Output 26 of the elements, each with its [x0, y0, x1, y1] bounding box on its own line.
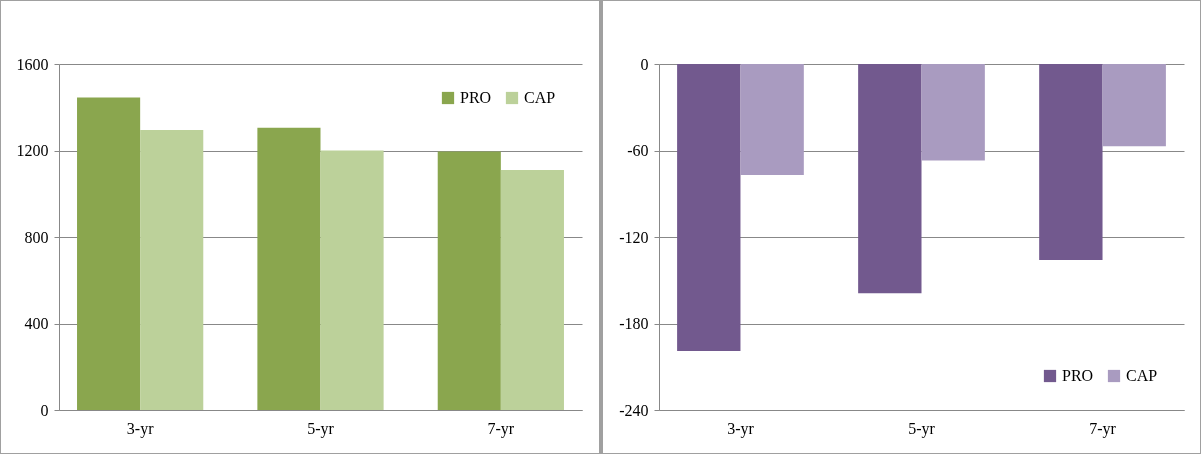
x-tick-label: 3-yr [727, 419, 755, 438]
y-tick-label: -180 [619, 315, 649, 332]
y-tick-label: -240 [619, 401, 649, 419]
bar [140, 129, 204, 410]
y-tick-label: 400 [24, 315, 49, 332]
bar [437, 151, 501, 410]
x-tick-label: 5-yr [908, 419, 936, 438]
y-tick-label: 0 [640, 55, 649, 73]
y-tick-label: 1200 [16, 142, 49, 159]
x-tick-label: 5-yr [307, 419, 335, 438]
bar [320, 150, 384, 410]
x-tick-label: 3-yr [126, 419, 155, 438]
legend-label: CAP [524, 89, 556, 106]
legend-label: PRO [1061, 367, 1094, 384]
legend-label: PRO [460, 89, 492, 106]
legend-label: CAP [1125, 367, 1158, 384]
y-tick-label: 800 [24, 228, 49, 246]
bar [500, 169, 564, 410]
y-tick-label: -120 [619, 228, 649, 246]
y-tick-label: 0 [40, 401, 49, 419]
y-tick-label: 1600 [16, 55, 49, 73]
y-tick-label: -60 [627, 142, 649, 159]
bar [77, 97, 141, 410]
x-tick-label: 7-yr [487, 419, 515, 438]
bar [257, 127, 321, 410]
x-tick-label: 7-yr [1089, 419, 1117, 438]
